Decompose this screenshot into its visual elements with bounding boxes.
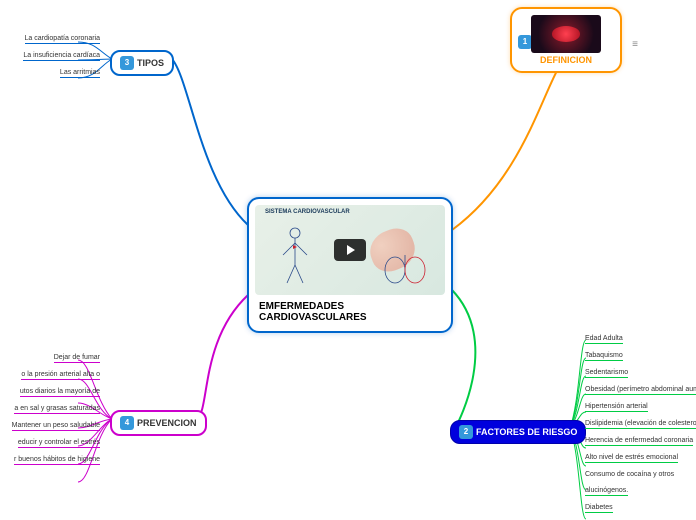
- factores-leaf-list: Edad Adulta Tabaquismo Sedentarismo Obes…: [585, 333, 696, 519]
- factores-node[interactable]: 2 FACTORES DE RIESGO: [450, 420, 586, 444]
- leaf-item[interactable]: Las arritmias: [60, 69, 100, 78]
- badge-2: 2: [459, 425, 473, 439]
- leaf-item[interactable]: Obesidad (perímetro abdominal aumen: [585, 386, 696, 395]
- tipos-node[interactable]: 3 TIPOS: [110, 50, 174, 76]
- leaf-item[interactable]: Herencia de enfermedad coronaria: [585, 437, 693, 446]
- leaf-item[interactable]: Tabaquismo: [585, 352, 623, 361]
- definicion-thumbnail: [531, 15, 601, 53]
- leaf-item[interactable]: Dejar de fumar: [54, 354, 100, 363]
- tipos-leaf-list: La cardiopatía coronaria La insuficienci…: [0, 33, 100, 84]
- leaf-item[interactable]: Sedentarismo: [585, 369, 628, 378]
- leaf-item[interactable]: Edad Adulta: [585, 335, 623, 344]
- body-sketch-icon: [275, 225, 315, 285]
- leaf-item[interactable]: utos diarios la mayoría de: [20, 388, 100, 397]
- leaf-item[interactable]: Alto nivel de estrés emocional: [585, 454, 678, 463]
- definicion-title: DEFINICION: [518, 55, 614, 65]
- leaf-item[interactable]: Mantener un peso saludable: [12, 422, 100, 431]
- prevencion-node[interactable]: 4 PREVENCION: [110, 410, 207, 436]
- factores-title: FACTORES DE RIESGO: [476, 427, 577, 437]
- badge-3: 3: [120, 56, 134, 70]
- prevencion-title: PREVENCION: [137, 418, 197, 428]
- leaf-item[interactable]: Consumo de cocaína y otros: [585, 471, 674, 479]
- center-title: EMFERMEDADES CARDIOVASCULARES: [255, 299, 445, 325]
- leaf-item[interactable]: Diabetes: [585, 504, 613, 513]
- leaf-item[interactable]: Hipertensión arterial: [585, 403, 648, 412]
- center-node[interactable]: SISTEMA CARDIOVASCULAR EMFERMEDADES CARD…: [247, 197, 453, 333]
- menu-icon[interactable]: ≡: [632, 39, 638, 50]
- definicion-node[interactable]: 1 DEFINICION ≡: [510, 7, 622, 73]
- leaf-line[interactable]: r buenos hábitos de higiene: [14, 456, 100, 465]
- badge-4: 4: [120, 416, 134, 430]
- leaf-item[interactable]: La insuficiencia cardíaca: [23, 52, 100, 61]
- leaf-item[interactable]: o la presión arterial alta o: [21, 371, 100, 380]
- center-video-thumbnail[interactable]: SISTEMA CARDIOVASCULAR: [255, 205, 445, 295]
- leaf-item[interactable]: Dislipidemia (elevación de colesterol y …: [585, 420, 696, 429]
- tipos-title: TIPOS: [137, 58, 164, 68]
- play-button-icon[interactable]: [334, 239, 366, 261]
- leaf-item[interactable]: alucinógenos.: [585, 487, 628, 496]
- prevencion-leaf-list: Dejar de fumar o la presión arterial alt…: [0, 352, 100, 471]
- lungs-sketch-icon: [380, 250, 430, 285]
- media-caption: SISTEMA CARDIOVASCULAR: [265, 209, 350, 215]
- badge-1: 1: [518, 35, 532, 49]
- leaf-item[interactable]: La cardiopatía coronaria: [25, 35, 101, 44]
- leaf-item[interactable]: a en sal y grasas saturadas: [14, 405, 100, 414]
- leaf-item[interactable]: educir y controlar el estrés: [18, 439, 100, 448]
